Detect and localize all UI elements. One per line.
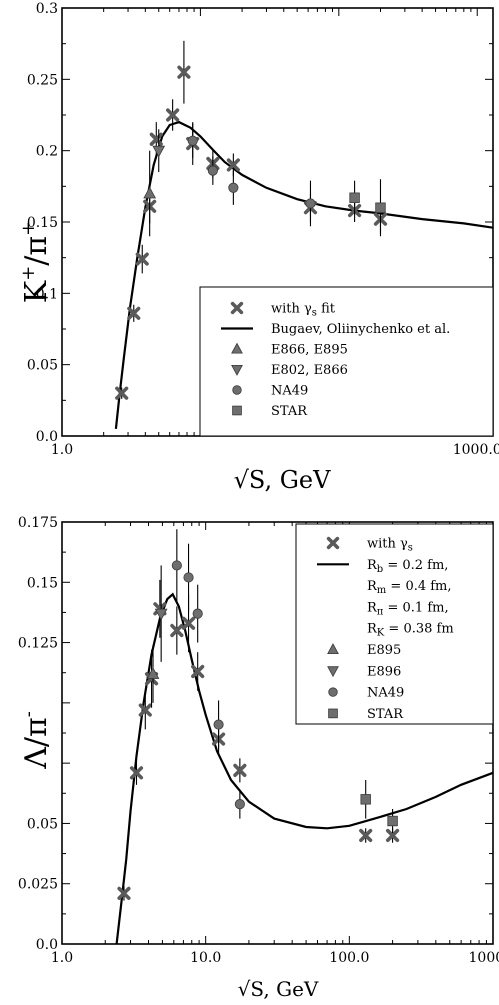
data-point-circle bbox=[171, 560, 182, 571]
model-curve-line bbox=[115, 592, 494, 945]
data-point-cross bbox=[115, 386, 129, 400]
data-points bbox=[115, 40, 388, 400]
data-point-circle bbox=[213, 719, 224, 730]
legend-marker-circle bbox=[328, 687, 338, 697]
data-point-triangle-down bbox=[152, 145, 166, 158]
legend-marker-triangle-down bbox=[327, 666, 339, 678]
y-axis-label: K+/π+ bbox=[18, 221, 54, 303]
model-curve bbox=[115, 592, 494, 945]
data-point-circle bbox=[192, 608, 203, 619]
y-tick-label: 0.125 bbox=[18, 636, 58, 652]
data-point-cross bbox=[117, 886, 131, 900]
data-point-cross bbox=[149, 132, 163, 146]
legend-label: Rb = 0.2 fm, bbox=[367, 558, 448, 575]
legend-marker-triangle-up bbox=[327, 643, 339, 655]
y-tick-label: 0.25 bbox=[27, 72, 58, 88]
x-axis-label: √S, GeV bbox=[238, 977, 319, 1001]
x-tick-label: 10.0 bbox=[190, 950, 221, 966]
legend-marker-cross bbox=[326, 536, 340, 550]
legend-box bbox=[199, 286, 494, 437]
y-tick-label: 0.025 bbox=[18, 877, 58, 893]
legend-label: STAR bbox=[271, 404, 308, 419]
legend-label: Bugaev, Oliinychenko et al. bbox=[271, 322, 450, 337]
legend-label: NA49 bbox=[367, 686, 404, 701]
data-point-triangle-down bbox=[154, 608, 168, 621]
data-point-cross bbox=[181, 616, 196, 630]
kplus-piplus-chart: 0.0 0.05 0.1 0.15 0.2 0.25 0.3 1.0 1000.0 with γ… bbox=[18, 1, 499, 494]
y-tick-label: 0.05 bbox=[27, 358, 58, 374]
legend-marker-square bbox=[328, 708, 338, 719]
data-point-cross bbox=[359, 828, 373, 843]
data-point-cross bbox=[138, 703, 152, 717]
data-point-circle bbox=[234, 799, 245, 810]
data-point-cross bbox=[177, 65, 191, 79]
data-point-cross bbox=[135, 252, 149, 266]
y-tick-label: 0.15 bbox=[27, 575, 58, 591]
data-point-cross bbox=[385, 828, 400, 843]
data-point-circle bbox=[183, 572, 194, 583]
lambda-piminus-chart: 0.0 0.025 0.05 0.125 0.15 0.175 1.0 10.0 100.0 10… bbox=[18, 515, 499, 1001]
data-point-cross bbox=[226, 158, 240, 172]
legend-label: Rm = 0.4 fm, bbox=[367, 579, 452, 596]
y-tick-label: 0.0 bbox=[36, 429, 58, 445]
legend-marker-cross bbox=[230, 301, 244, 315]
data-point-triangle-up bbox=[146, 667, 160, 679]
legend-label: with γs bbox=[367, 537, 413, 554]
y-tick-label: 0.0 bbox=[36, 937, 58, 953]
data-point-cross bbox=[127, 306, 141, 320]
legend: with γs Rb = 0.2 fm, Rm = 0.4 fm, Rπ = 0.1 … bbox=[295, 523, 494, 725]
y-tick-label: 0.3 bbox=[36, 1, 58, 17]
legend-label: with γs fit bbox=[271, 302, 336, 319]
data-point-cross bbox=[129, 766, 144, 780]
legend: with γs fit Bugaev, Oliinychenko et al. E8… bbox=[199, 286, 494, 437]
y-tick-label: 0.15 bbox=[27, 215, 58, 231]
data-point-triangle-up bbox=[143, 186, 157, 199]
x-tick-label: 1.0 bbox=[51, 442, 73, 458]
data-point-square bbox=[360, 794, 371, 805]
legend-label: E896 bbox=[367, 664, 401, 679]
data-point-circle bbox=[228, 182, 239, 193]
legend-label: STAR bbox=[367, 707, 404, 722]
legend-label: E866, E895 bbox=[271, 343, 348, 358]
data-point-circle bbox=[207, 165, 218, 176]
legend-label: Rπ = 0.1 fm, bbox=[367, 600, 449, 617]
y-tick-label: 0.1 bbox=[36, 286, 58, 302]
data-point-cross bbox=[170, 623, 184, 638]
data-points bbox=[117, 529, 400, 901]
x-axis-label: √S, GeV bbox=[234, 466, 332, 494]
model-curve bbox=[114, 120, 494, 430]
data-point-square bbox=[387, 815, 398, 827]
data-point-circle bbox=[187, 135, 198, 146]
data-point-cross bbox=[191, 664, 205, 679]
data-point-square bbox=[349, 192, 360, 203]
data-point-square bbox=[375, 202, 386, 213]
legend-marker-triangle-down bbox=[231, 364, 243, 376]
legend-label: NA49 bbox=[271, 384, 308, 399]
data-point-cross bbox=[166, 108, 180, 122]
x-tick-label: 1.0 bbox=[51, 950, 73, 966]
model-curve-line bbox=[114, 120, 494, 430]
legend-marker-circle bbox=[232, 385, 242, 395]
legend-label: RK = 0.38 fm bbox=[367, 622, 454, 639]
axis-ticks: 0.0 0.025 0.05 0.125 0.15 0.175 1.0 10.0 100.0 10… bbox=[18, 515, 499, 966]
x-tick-label: 100.0 bbox=[329, 950, 369, 966]
legend-marker-square bbox=[232, 405, 242, 416]
y-tick-label: 0.05 bbox=[27, 816, 58, 832]
legend-label: E895 bbox=[367, 643, 401, 658]
axis-ticks: 0.0 0.05 0.1 0.15 0.2 0.25 0.3 1.0 1000.0 bbox=[27, 1, 499, 458]
legend-marker-triangle-up bbox=[231, 342, 243, 354]
y-tick-label: 0.175 bbox=[18, 515, 58, 531]
y-axis-label: Λ/π- bbox=[18, 711, 54, 770]
data-point-cross bbox=[233, 763, 247, 777]
x-tick-label: 1000.0 bbox=[469, 950, 499, 966]
x-tick-label: 1000.0 bbox=[453, 442, 499, 458]
data-point-circle bbox=[305, 198, 316, 209]
y-tick-label: 0.2 bbox=[36, 144, 58, 160]
legend-label: E802, E866 bbox=[271, 363, 348, 378]
